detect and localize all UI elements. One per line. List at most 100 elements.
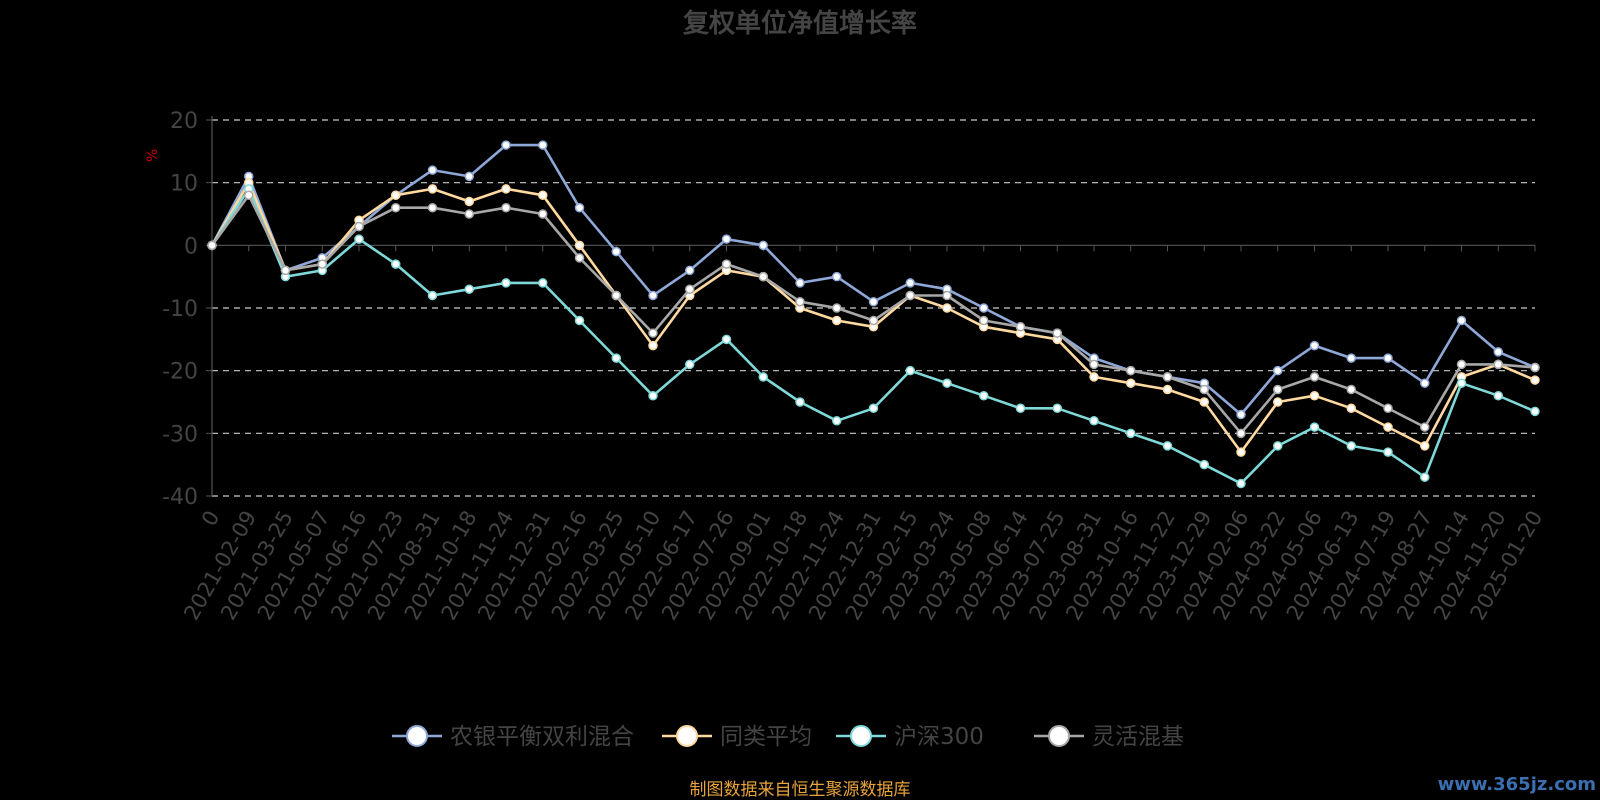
data-point — [464, 209, 474, 219]
legend-item[interactable]: 同类平均 — [662, 724, 812, 750]
legend-marker-icon — [850, 725, 872, 747]
data-point — [501, 278, 511, 288]
legend-label: 农银平衡双利混合 — [450, 724, 634, 750]
data-point — [685, 265, 695, 276]
data-point — [574, 253, 585, 263]
legend-label: 同类平均 — [720, 724, 812, 750]
data-point — [1236, 428, 1246, 439]
data-point — [611, 353, 621, 363]
data-point — [1309, 340, 1320, 351]
data-point — [1089, 372, 1099, 382]
data-point — [942, 303, 952, 313]
data-point — [1383, 403, 1393, 414]
series-line — [210, 143, 1536, 416]
data-point — [942, 290, 952, 301]
data-point — [832, 315, 842, 326]
data-point — [721, 259, 732, 269]
y-tick-label: 20 — [170, 109, 198, 134]
data-point — [1383, 447, 1393, 457]
legend[interactable]: 农银平衡双利混合 同类平均 沪深300 灵活混基 — [392, 724, 1184, 750]
data-point — [464, 196, 474, 207]
data-point — [538, 190, 548, 200]
data-point — [685, 359, 695, 370]
data-point — [1273, 384, 1283, 395]
data-point — [1420, 378, 1430, 388]
source-note: 制图数据来自恒生聚源数据库 — [690, 780, 911, 800]
data-point — [391, 202, 401, 213]
data-point — [795, 397, 805, 407]
y-tick-label: -20 — [162, 360, 198, 385]
series-lines — [207, 140, 1540, 489]
legend-item[interactable]: 灵活混基 — [1034, 724, 1184, 750]
data-point — [648, 328, 658, 338]
data-point — [648, 290, 658, 301]
data-point — [574, 315, 585, 326]
legend-item[interactable]: 农银平衡双利混合 — [392, 724, 634, 750]
data-point — [1273, 397, 1283, 407]
data-point — [427, 202, 438, 213]
data-point — [501, 184, 511, 194]
data-point — [538, 278, 548, 288]
data-point — [611, 246, 621, 257]
axes — [206, 116, 1536, 497]
data-point — [1089, 359, 1099, 370]
data-point — [979, 303, 989, 313]
data-point — [317, 259, 327, 269]
data-point — [611, 290, 621, 301]
data-point — [1126, 365, 1136, 376]
watermark: www.365jz.com — [1438, 774, 1596, 795]
data-point — [979, 315, 989, 326]
data-point — [1493, 347, 1503, 357]
chart-title: 复权单位净值增长率 — [683, 8, 917, 39]
data-point — [758, 240, 768, 251]
data-point — [1162, 441, 1173, 451]
data-point — [1236, 447, 1246, 457]
y-axis-label: % — [145, 149, 161, 162]
data-point — [427, 290, 438, 301]
data-point — [464, 171, 474, 182]
series-line — [210, 187, 1536, 485]
data-point — [1383, 422, 1393, 432]
data-point — [1273, 365, 1283, 376]
data-point — [905, 365, 915, 376]
data-point — [391, 190, 401, 200]
data-point — [1309, 422, 1320, 432]
y-tick-label: 10 — [170, 172, 198, 197]
data-point — [1456, 315, 1467, 326]
data-point — [538, 140, 548, 150]
data-point — [832, 416, 842, 426]
data-point — [574, 240, 585, 251]
gridlines — [212, 119, 1535, 497]
data-point — [501, 140, 511, 150]
data-point — [1199, 397, 1209, 407]
data-point — [795, 278, 805, 288]
data-point — [1052, 403, 1062, 414]
x-tick-labels: 02021-02-092021-03-252021-05-072021-06-1… — [179, 507, 1547, 625]
data-point — [464, 284, 474, 294]
data-point — [354, 234, 364, 244]
data-point — [795, 296, 805, 307]
data-point — [574, 202, 585, 213]
data-point — [868, 315, 879, 326]
data-point — [905, 278, 915, 288]
data-point — [979, 390, 989, 401]
data-point — [1383, 353, 1393, 363]
data-point — [721, 334, 732, 345]
y-tick-labels: 20 10 0 -10 -20 -30 -40 — [162, 109, 198, 510]
y-tick-label: -30 — [162, 422, 198, 447]
data-point — [685, 284, 695, 294]
legend-item[interactable]: 沪深300 — [836, 724, 984, 750]
data-point — [1199, 384, 1209, 395]
data-point — [501, 202, 511, 213]
data-point — [648, 390, 658, 401]
data-point — [942, 378, 952, 388]
legend-label: 灵活混基 — [1092, 724, 1184, 750]
data-point — [758, 271, 768, 282]
y-tick-label: 0 — [184, 234, 198, 259]
data-point — [1493, 359, 1503, 370]
data-point — [244, 190, 254, 200]
data-point — [868, 296, 879, 307]
data-point — [1346, 403, 1356, 414]
data-point — [648, 340, 658, 351]
data-point — [1420, 441, 1430, 451]
